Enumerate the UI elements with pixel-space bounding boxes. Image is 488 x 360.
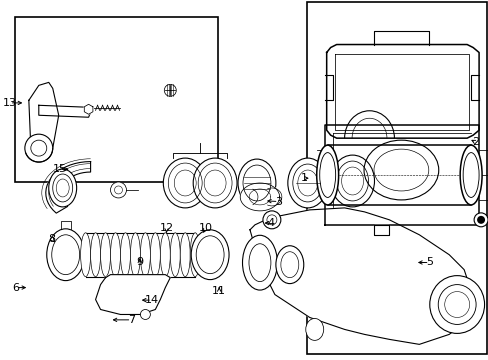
Circle shape [110, 182, 126, 198]
Text: 11: 11 [212, 286, 226, 296]
Text: 5: 5 [425, 257, 432, 267]
Ellipse shape [130, 233, 140, 276]
Polygon shape [374, 225, 388, 235]
Circle shape [164, 84, 176, 96]
Ellipse shape [459, 145, 481, 205]
Text: 9: 9 [136, 257, 143, 267]
Polygon shape [240, 183, 279, 211]
Polygon shape [326, 45, 478, 138]
Polygon shape [327, 145, 470, 205]
Text: 1: 1 [300, 173, 307, 183]
Text: 8: 8 [48, 234, 56, 244]
Ellipse shape [242, 235, 277, 290]
Text: 3: 3 [275, 197, 282, 207]
Circle shape [473, 213, 487, 227]
Ellipse shape [90, 233, 101, 276]
Text: 2: 2 [471, 138, 478, 147]
Ellipse shape [238, 159, 275, 207]
Text: 10: 10 [198, 224, 212, 233]
Ellipse shape [190, 233, 200, 276]
Polygon shape [46, 162, 90, 213]
Polygon shape [84, 104, 93, 114]
Ellipse shape [163, 158, 207, 208]
Bar [306, 3, 486, 354]
Ellipse shape [140, 233, 150, 276]
Ellipse shape [275, 246, 303, 284]
Text: 13: 13 [3, 98, 17, 108]
Ellipse shape [305, 319, 323, 340]
Ellipse shape [101, 233, 110, 276]
Ellipse shape [81, 233, 90, 276]
Ellipse shape [110, 233, 120, 276]
Text: 14: 14 [144, 295, 159, 305]
Ellipse shape [150, 233, 160, 276]
Ellipse shape [429, 276, 484, 333]
Bar [15, 17, 217, 182]
Ellipse shape [316, 145, 338, 205]
Circle shape [140, 310, 150, 319]
Ellipse shape [191, 230, 228, 280]
Polygon shape [39, 105, 90, 117]
Ellipse shape [330, 155, 374, 207]
Ellipse shape [47, 229, 84, 280]
Text: 6: 6 [12, 283, 19, 293]
Polygon shape [29, 82, 59, 155]
Ellipse shape [193, 158, 237, 208]
Ellipse shape [160, 233, 170, 276]
Text: 15: 15 [52, 164, 66, 174]
Text: 12: 12 [159, 224, 173, 233]
Text: 7: 7 [128, 315, 135, 325]
Polygon shape [249, 208, 473, 345]
Ellipse shape [120, 233, 130, 276]
Circle shape [263, 211, 280, 229]
Ellipse shape [49, 169, 77, 207]
Polygon shape [95, 275, 170, 315]
Polygon shape [324, 125, 478, 225]
Circle shape [25, 134, 53, 162]
Ellipse shape [170, 233, 180, 276]
Ellipse shape [180, 233, 190, 276]
Circle shape [476, 216, 484, 224]
Ellipse shape [287, 158, 327, 208]
Text: 4: 4 [267, 218, 274, 228]
